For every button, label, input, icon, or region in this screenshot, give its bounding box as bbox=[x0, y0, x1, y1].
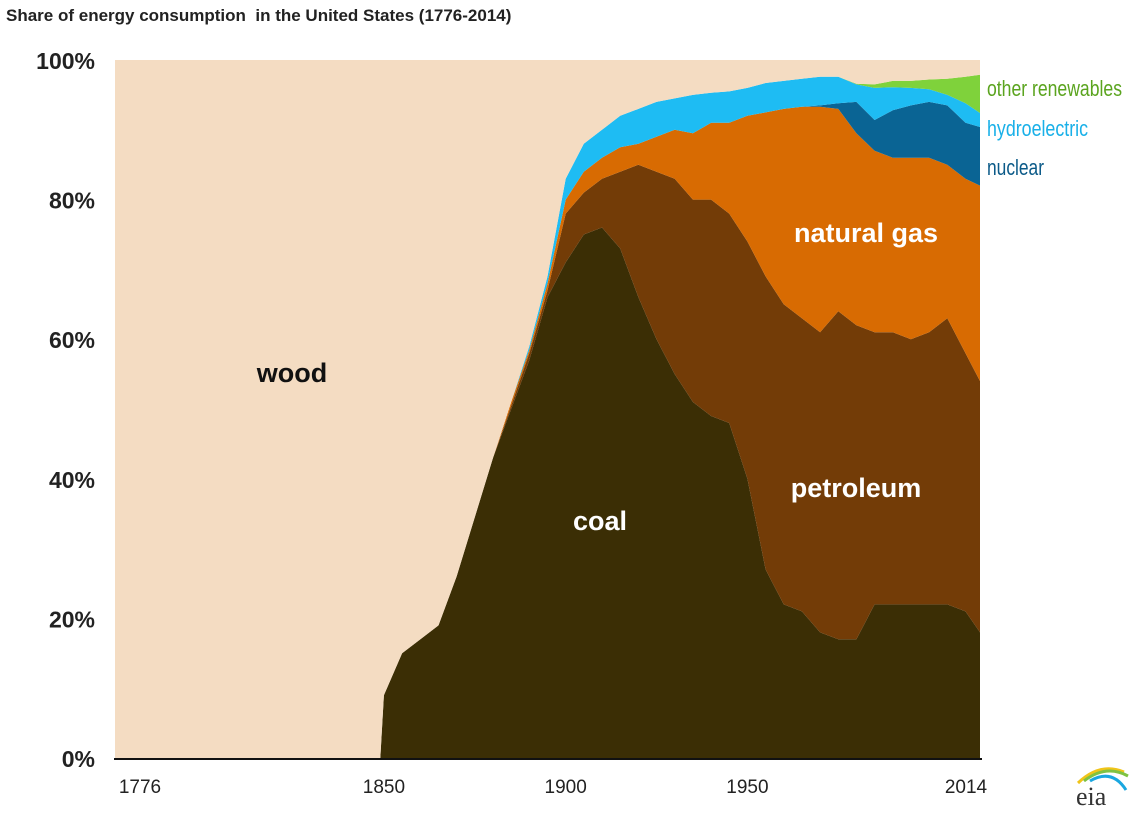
x-tick-label: 1950 bbox=[726, 777, 768, 798]
legend-nuclear: nuclear bbox=[987, 155, 1044, 180]
x-tick-label: 1776 bbox=[119, 777, 161, 798]
logo-text: eia bbox=[1076, 782, 1107, 811]
legend-hydroelectric: hydroelectric bbox=[987, 116, 1088, 141]
x-tick-label: 2014 bbox=[945, 777, 988, 798]
label-natural-gas: natural gas bbox=[794, 218, 938, 248]
chart-title: Share of energy consumption in the Unite… bbox=[6, 6, 512, 25]
x-tick-label: 1900 bbox=[545, 777, 587, 798]
y-tick-label: 0% bbox=[62, 746, 95, 772]
y-tick-label: 60% bbox=[49, 327, 95, 353]
area-natural-gas bbox=[115, 106, 980, 759]
logo-arc-yellow bbox=[1076, 767, 1125, 785]
label-coal: coal bbox=[573, 506, 627, 536]
logo-arc-green bbox=[1083, 769, 1129, 783]
logo-arc-blue bbox=[1089, 774, 1128, 791]
x-tick-label: 1850 bbox=[363, 777, 405, 798]
label-petroleum: petroleum bbox=[791, 473, 922, 503]
y-ticks: 0% 20% 40% 60% 80% 100% bbox=[36, 48, 95, 772]
areas-group bbox=[115, 60, 980, 759]
label-wood: wood bbox=[256, 358, 327, 388]
area-wood bbox=[115, 60, 980, 758]
y-tick-label: 100% bbox=[36, 48, 95, 74]
legend-other-renewables: other renewables bbox=[987, 76, 1122, 101]
y-tick-label: 40% bbox=[49, 467, 95, 493]
x-ticks: 1776 1850 1900 1950 2014 bbox=[119, 777, 988, 798]
y-tick-label: 80% bbox=[49, 188, 95, 214]
area-coal bbox=[115, 227, 980, 758]
eia-logo: eia bbox=[1076, 767, 1129, 811]
y-tick-label: 20% bbox=[49, 606, 95, 632]
area-petroleum bbox=[115, 164, 980, 758]
